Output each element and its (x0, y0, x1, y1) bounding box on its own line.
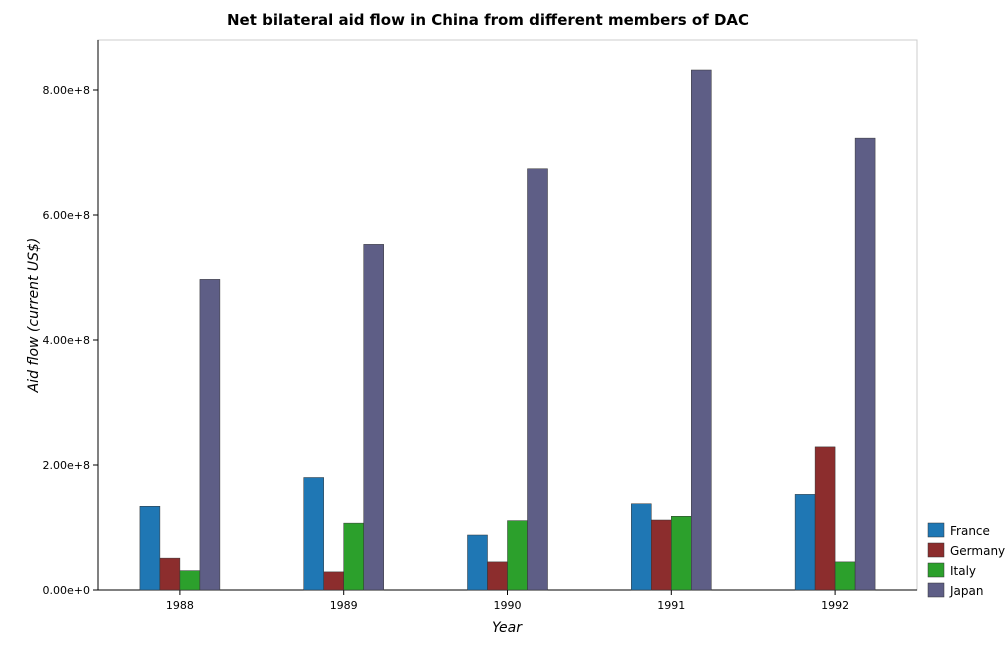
legend-label-germany: Germany (950, 544, 1005, 558)
y-tick-label: 8.00e+8 (43, 84, 90, 97)
bar-italy-1991 (671, 516, 692, 591)
y-tick-label: 6.00e+8 (43, 209, 90, 222)
legend-label-france: France (950, 524, 990, 538)
bars (139, 69, 876, 591)
x-tick-label: 1992 (821, 599, 849, 612)
y-tick-label: 2.00e+8 (43, 459, 90, 472)
bar-france-1989 (303, 477, 324, 591)
x-tick-label: 1988 (166, 599, 194, 612)
bar-japan-1992 (854, 137, 876, 591)
y-axis: 0.00e+0 2.00e+8 4.00e+8 6.00e+8 8.00e+8 (43, 40, 99, 597)
legend-swatch-france (927, 522, 945, 538)
bar-japan-1991 (691, 69, 712, 591)
bar-japan-1989 (363, 244, 384, 591)
legend-label-japan: Japan (949, 584, 983, 598)
y-tick-label: 0.00e+0 (43, 584, 90, 597)
bar-france-1990 (467, 534, 488, 591)
bar-france-1988 (139, 506, 161, 591)
y-tick-label: 4.00e+8 (43, 334, 90, 347)
x-tick-label: 1991 (657, 599, 685, 612)
bar-italy-1989 (343, 522, 364, 591)
x-axis-label: Year (492, 620, 523, 636)
bar-germany-1991 (651, 519, 672, 591)
bar-italy-1992 (834, 561, 856, 591)
chart-title: Net bilateral aid flow in China from dif… (227, 11, 749, 29)
x-axis: 1988 1989 1990 1991 1992 (98, 589, 917, 612)
bar-germany-1992 (814, 446, 836, 591)
bar-italy-1990 (507, 520, 528, 591)
legend-label-italy: Italy (950, 564, 976, 578)
bar-italy-1988 (179, 570, 201, 591)
x-tick-label: 1989 (330, 599, 358, 612)
legend: France Germany Italy Japan (927, 522, 1005, 598)
bar-japan-1990 (527, 168, 548, 591)
bar-germany-1988 (159, 557, 181, 591)
bar-france-1991 (631, 503, 652, 591)
bar-japan-1988 (199, 279, 221, 591)
bar-france-1992 (794, 494, 816, 591)
x-tick-label: 1990 (494, 599, 522, 612)
legend-swatch-japan (927, 582, 945, 598)
legend-swatch-germany (927, 542, 945, 558)
plot-area (97, 39, 918, 591)
y-axis-label: Aid flow (current US$) (26, 238, 42, 394)
bar-germany-1989 (323, 571, 344, 591)
bar-germany-1990 (487, 561, 508, 591)
legend-swatch-italy (927, 562, 945, 578)
